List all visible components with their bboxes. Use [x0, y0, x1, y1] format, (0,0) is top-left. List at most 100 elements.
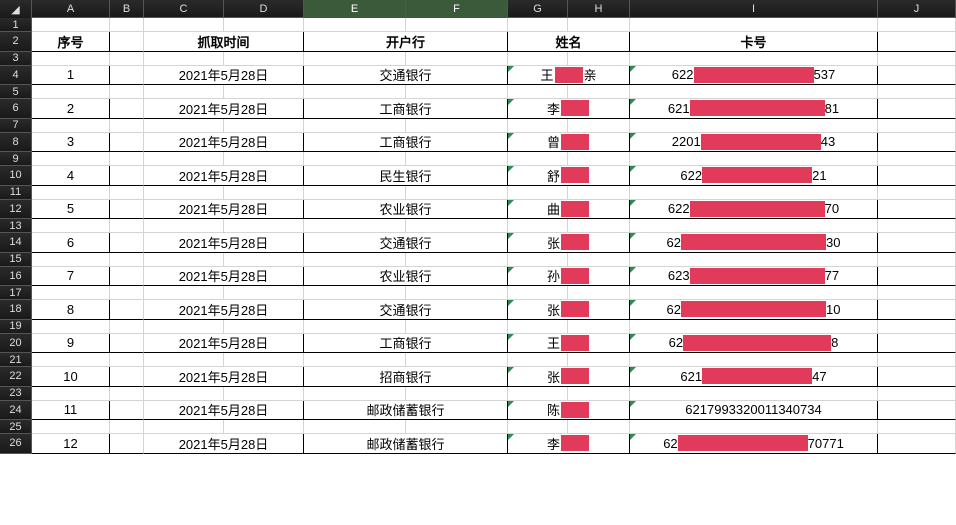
column-header-H[interactable]: H	[568, 0, 630, 18]
cell-card[interactable]: 6217993320011340734	[630, 401, 878, 421]
cell-time[interactable]: 2021年5月28日	[144, 133, 304, 153]
cell-seq[interactable]: 9	[32, 334, 110, 354]
cell-name[interactable]: 陈	[508, 401, 630, 421]
column-header-G[interactable]: G	[508, 0, 568, 18]
cell-card[interactable]: 220143	[630, 133, 878, 153]
row-header[interactable]: 18	[0, 300, 32, 320]
row-header[interactable]: 25	[0, 420, 32, 434]
cell-bank[interactable]: 交通银行	[304, 233, 508, 253]
row-header[interactable]: 15	[0, 253, 32, 267]
cell-card[interactable]: 62377	[630, 267, 878, 287]
cell-time[interactable]: 2021年5月28日	[144, 334, 304, 354]
cell-time[interactable]: 2021年5月28日	[144, 401, 304, 421]
cell-name[interactable]: 舒	[508, 166, 630, 186]
cell-card[interactable]: 622537	[630, 66, 878, 86]
row-header[interactable]: 10	[0, 166, 32, 186]
cell-name[interactable]: 王亲	[508, 66, 630, 86]
column-header-D[interactable]: D	[224, 0, 304, 18]
cell-seq[interactable]: 4	[32, 166, 110, 186]
row-header[interactable]: 1	[0, 18, 32, 32]
row-header[interactable]: 13	[0, 219, 32, 233]
row-header[interactable]: 17	[0, 286, 32, 300]
row-header[interactable]: 5	[0, 85, 32, 99]
cell-time[interactable]: 2021年5月28日	[144, 66, 304, 86]
column-header-I[interactable]: I	[630, 0, 878, 18]
cell-bank[interactable]: 招商银行	[304, 367, 508, 387]
cell-time[interactable]: 2021年5月28日	[144, 267, 304, 287]
row-header[interactable]: 23	[0, 387, 32, 401]
cell-card[interactable]: 62270	[630, 200, 878, 220]
cell-bank[interactable]: 农业银行	[304, 200, 508, 220]
row-header[interactable]: 9	[0, 152, 32, 166]
cell-card[interactable]: 6230	[630, 233, 878, 253]
row-header[interactable]: 8	[0, 133, 32, 153]
row-header[interactable]: 24	[0, 401, 32, 421]
cell-name[interactable]: 张	[508, 300, 630, 320]
cell-bank[interactable]: 交通银行	[304, 66, 508, 86]
cell-bank[interactable]: 邮政储蓄银行	[304, 434, 508, 454]
cell-name[interactable]: 张	[508, 367, 630, 387]
row-header[interactable]: 7	[0, 119, 32, 133]
cell-seq[interactable]: 1	[32, 66, 110, 86]
cell-seq[interactable]: 8	[32, 300, 110, 320]
row-header[interactable]: 14	[0, 233, 32, 253]
cell-card[interactable]: 628	[630, 334, 878, 354]
cell-seq[interactable]: 12	[32, 434, 110, 454]
row-header[interactable]: 22	[0, 367, 32, 387]
cell-bank[interactable]: 工商银行	[304, 99, 508, 119]
select-all-corner[interactable]: ◢	[0, 0, 32, 18]
cell-name[interactable]: 曾	[508, 133, 630, 153]
cell-time[interactable]: 2021年5月28日	[144, 233, 304, 253]
row-header[interactable]: 6	[0, 99, 32, 119]
cell-bank[interactable]: 工商银行	[304, 133, 508, 153]
cell-card[interactable]: 62181	[630, 99, 878, 119]
cell-bank[interactable]: 工商银行	[304, 334, 508, 354]
cell-time[interactable]: 2021年5月28日	[144, 434, 304, 454]
cell-name[interactable]: 王	[508, 334, 630, 354]
grid-body[interactable]: 12序号抓取时间开户行姓名卡号3412021年5月28日交通银行王亲622537…	[0, 18, 956, 454]
cell-seq[interactable]: 3	[32, 133, 110, 153]
cell-seq[interactable]: 6	[32, 233, 110, 253]
cell-bank[interactable]: 农业银行	[304, 267, 508, 287]
cell-name[interactable]: 孙	[508, 267, 630, 287]
redaction-block	[681, 234, 826, 250]
row-header[interactable]: 12	[0, 200, 32, 220]
column-header-J[interactable]: J	[878, 0, 956, 18]
row-header[interactable]: 26	[0, 434, 32, 454]
cell-seq[interactable]: 7	[32, 267, 110, 287]
column-header-C[interactable]: C	[144, 0, 224, 18]
cell-time[interactable]: 2021年5月28日	[144, 200, 304, 220]
cell-time[interactable]: 2021年5月28日	[144, 300, 304, 320]
cell-seq[interactable]: 2	[32, 99, 110, 119]
cell-name[interactable]: 李	[508, 434, 630, 454]
cell-name[interactable]: 张	[508, 233, 630, 253]
row-header[interactable]: 4	[0, 66, 32, 86]
row-header[interactable]: 2	[0, 32, 32, 52]
cell-card[interactable]: 6270771	[630, 434, 878, 454]
column-header-A[interactable]: A	[32, 0, 110, 18]
column-header-E[interactable]: E	[304, 0, 406, 18]
cell-name[interactable]: 李	[508, 99, 630, 119]
cell-time[interactable]: 2021年5月28日	[144, 166, 304, 186]
row-header[interactable]: 11	[0, 186, 32, 200]
row-header[interactable]: 16	[0, 267, 32, 287]
cell-bank[interactable]: 民生银行	[304, 166, 508, 186]
cell-seq[interactable]: 10	[32, 367, 110, 387]
cell-name[interactable]: 曲	[508, 200, 630, 220]
cell-card[interactable]: 62147	[630, 367, 878, 387]
row-header[interactable]: 19	[0, 320, 32, 334]
row-header[interactable]: 20	[0, 334, 32, 354]
cell-card[interactable]: 6210	[630, 300, 878, 320]
cell-time[interactable]: 2021年5月28日	[144, 99, 304, 119]
cell-seq[interactable]: 5	[32, 200, 110, 220]
row-header[interactable]: 3	[0, 52, 32, 66]
cell-bank[interactable]: 交通银行	[304, 300, 508, 320]
row-header[interactable]: 21	[0, 353, 32, 367]
column-header-B[interactable]: B	[110, 0, 144, 18]
cell-card[interactable]: 62221	[630, 166, 878, 186]
column-header-F[interactable]: F	[406, 0, 508, 18]
spreadsheet-view[interactable]: ◢ ABCDEFGHIJ 12序号抓取时间开户行姓名卡号3412021年5月28…	[0, 0, 956, 525]
cell-seq[interactable]: 11	[32, 401, 110, 421]
cell-bank[interactable]: 邮政储蓄银行	[304, 401, 508, 421]
cell-time[interactable]: 2021年5月28日	[144, 367, 304, 387]
